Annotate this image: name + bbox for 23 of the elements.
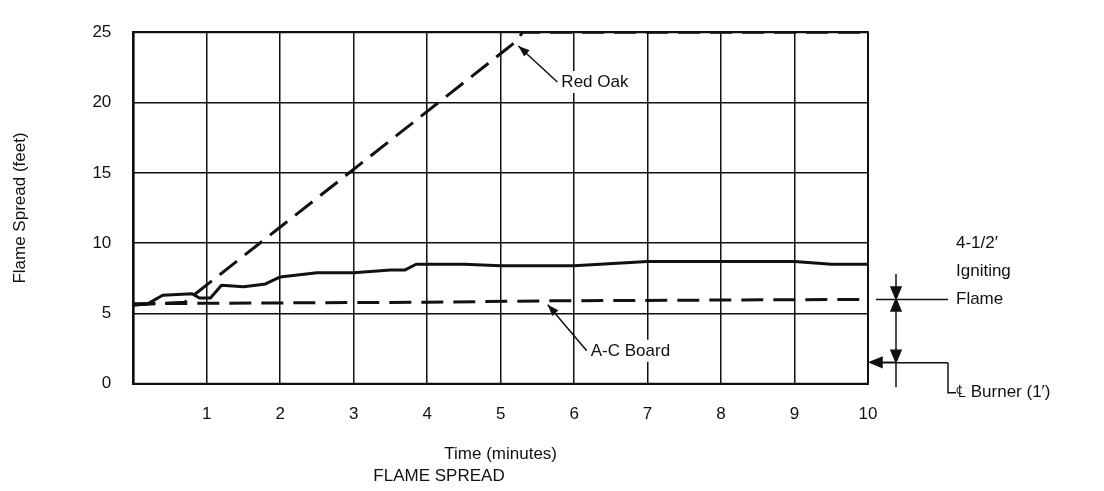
- y-axis-title: Flame Spread (feet): [9, 132, 29, 284]
- x-tick-label: 10: [858, 403, 878, 423]
- x-tick-label: 2: [275, 403, 285, 423]
- x-tick-label: 1: [202, 403, 212, 423]
- y-tick-label: 10: [92, 232, 112, 252]
- x-tick-label: 6: [569, 403, 579, 423]
- annotation: A-C Board: [590, 340, 671, 360]
- x-tick-label: 3: [348, 403, 359, 423]
- ref-line-label: ℄ Burner (1′): [956, 382, 1051, 402]
- x-tick-label: 7: [642, 403, 653, 423]
- x-axis-title: Time (minutes): [444, 444, 558, 464]
- y-tick-label: 20: [92, 92, 112, 112]
- ref-line-label: 4-1/2′ Igniting Flame: [956, 233, 1011, 309]
- y-tick-label: 15: [92, 162, 112, 182]
- x-tick-label: 4: [422, 403, 432, 423]
- y-tick-label: 5: [101, 303, 112, 323]
- x-tick-label: 5: [495, 403, 506, 423]
- y-tick-label: 0: [101, 373, 112, 393]
- annotation: Red Oak: [561, 71, 629, 91]
- y-tick-label: 25: [92, 21, 112, 41]
- x-tick-label: 9: [789, 403, 800, 423]
- x-tick-label: 8: [716, 403, 726, 423]
- text: FLAME SPREAD: [373, 466, 505, 486]
